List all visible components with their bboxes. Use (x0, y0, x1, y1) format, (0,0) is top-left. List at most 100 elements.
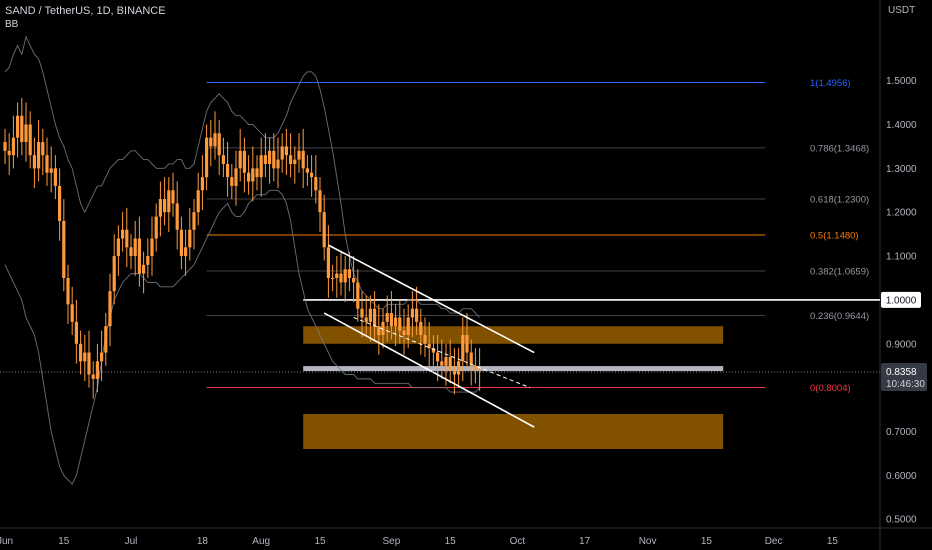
candle-body (83, 352, 87, 362)
fib-level-label: 0(0.8004) (810, 383, 851, 394)
candle-body (427, 343, 431, 349)
candle-body (167, 190, 171, 213)
candle-body (179, 229, 183, 257)
price-tick-label: 0.5000 (886, 515, 917, 526)
candle-body (91, 374, 95, 379)
candle-body (129, 247, 133, 257)
candle-body (305, 168, 309, 173)
candle-body (192, 212, 196, 230)
candle-body (339, 273, 343, 283)
candle-body (410, 308, 414, 318)
candle-body (226, 163, 230, 178)
candle-body (125, 229, 129, 248)
resistance-price-tag (881, 291, 921, 308)
time-tick-label: 18 (197, 536, 209, 547)
price-tick-label: 0.7000 (886, 427, 917, 438)
candle-body (343, 269, 347, 283)
candle-body (196, 190, 200, 213)
fib-level-label: 0.618(1.2300) (810, 195, 869, 206)
candle-body (268, 150, 272, 164)
candle-body (116, 238, 120, 257)
candle-body (11, 137, 15, 156)
time-tick-label: 15 (701, 536, 713, 547)
channel-lower-line (323, 312, 535, 428)
candle-body (62, 220, 66, 278)
candle-body (87, 352, 91, 375)
bollinger-bands (4, 35, 480, 485)
countdown-text: 10:46:30 (886, 379, 925, 390)
candle-body (230, 177, 234, 186)
candle-body (389, 313, 393, 327)
candle-body (66, 278, 70, 305)
time-tick-label: 15 (445, 536, 457, 547)
price-tick-label: 1.4000 (886, 120, 917, 131)
candle-body (32, 155, 36, 169)
candle-body (247, 172, 251, 182)
support-band (303, 366, 724, 372)
candle-body (310, 172, 314, 178)
time-tick-label: 17 (579, 536, 591, 547)
candle-body (209, 137, 213, 147)
candle-body (263, 155, 267, 164)
candle-body (364, 317, 368, 322)
candle-body (7, 150, 11, 156)
resistance-price-text: 1.0000 (886, 295, 917, 306)
candle-body (373, 308, 377, 327)
candle-body (326, 247, 330, 278)
time-tick-label: Dec (765, 536, 783, 547)
candle-body (398, 317, 402, 331)
candle-body (205, 137, 209, 178)
candle-body (368, 308, 372, 322)
candle-body (121, 229, 125, 239)
candle-body (436, 352, 440, 362)
candle-body (431, 348, 435, 353)
candle-body (28, 124, 32, 156)
candle-body (142, 264, 146, 274)
candle-body (146, 256, 150, 265)
candle-body (394, 317, 398, 327)
time-axis[interactable]: Jun 15 Jul 18 Aug 15 Sep 15 Oct 17 Nov 15 Dec 15 (0, 536, 838, 547)
candle-body (158, 199, 162, 217)
supply-demand-zone (303, 413, 724, 450)
candle-body (16, 115, 20, 138)
candle-body (45, 155, 49, 173)
candle-body (200, 177, 204, 191)
channel-upper-line (328, 244, 535, 354)
indicator-label[interactable]: BB (5, 19, 19, 30)
candle-body (163, 199, 167, 213)
time-tick-label: 15 (314, 536, 326, 547)
candle-body (297, 150, 301, 160)
price-axis[interactable]: USDT0.50000.60000.70000.80000.90001.1000… (886, 5, 917, 526)
fib-level-label: 1(1.4956) (810, 78, 851, 89)
candles (3, 98, 482, 399)
candle-body (234, 168, 238, 186)
candle-body (452, 370, 456, 375)
candle-body (58, 185, 62, 221)
candle-body (385, 313, 389, 322)
candle-body (377, 326, 381, 336)
price-tick-label: 1.2000 (886, 208, 917, 219)
candle-body (293, 159, 297, 164)
fib-level-label: 0.786(1.3468) (810, 143, 869, 154)
time-tick-label: Aug (252, 536, 270, 547)
candle-body (331, 278, 335, 279)
candle-body (347, 269, 351, 278)
price-tick-label: 0.6000 (886, 471, 917, 482)
time-tick-label: 15 (58, 536, 70, 547)
bb-upper-band (4, 35, 480, 318)
currency-label: USDT (888, 5, 915, 16)
candle-body (289, 155, 293, 164)
candle-body (356, 282, 360, 309)
channel-mid-dashed (353, 317, 531, 389)
candle-body (478, 370, 482, 372)
candle-body (112, 256, 116, 292)
candle-body (473, 365, 477, 371)
candle-body (469, 352, 473, 366)
candle-body (137, 238, 141, 274)
fib-level-label: 0.5(1.1480) (810, 231, 859, 242)
price-tick-label: 1.1000 (886, 252, 917, 263)
candle-body (419, 321, 423, 336)
